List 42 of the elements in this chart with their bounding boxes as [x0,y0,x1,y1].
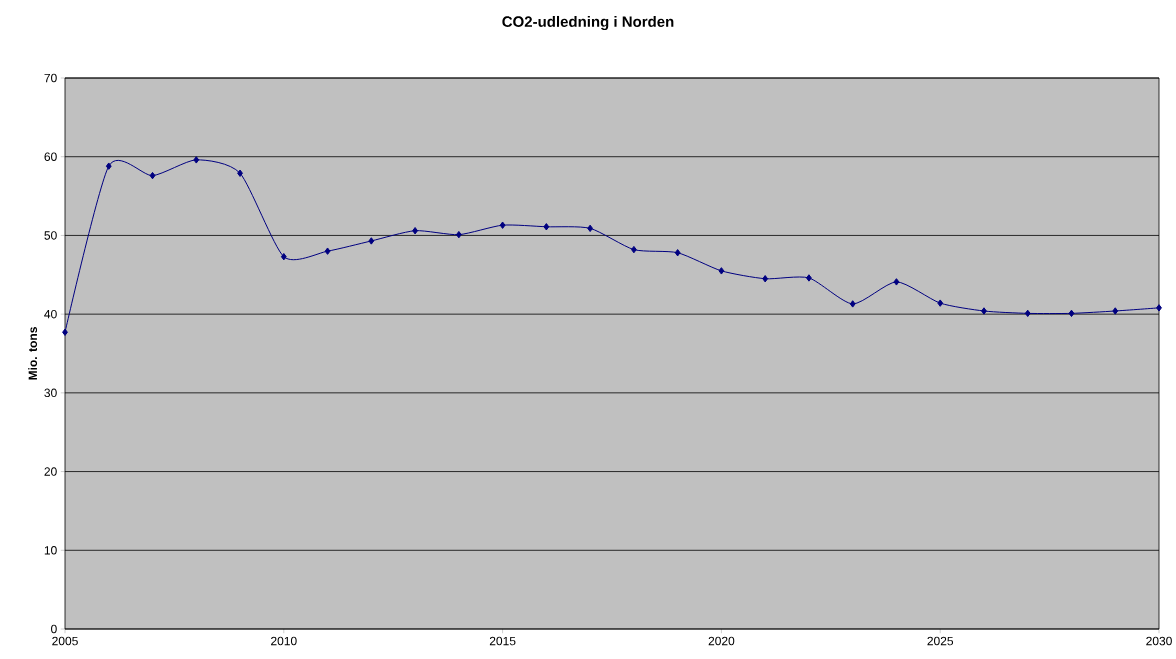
point [893,278,900,286]
point [280,252,287,261]
point [455,230,462,239]
point [1112,307,1119,315]
point [1156,304,1162,312]
x-tick-label: 2005 [52,636,78,646]
x-tick-label: 2025 [927,636,954,646]
point [105,162,112,170]
point [937,299,944,307]
y-tick-label: 20 [44,467,57,476]
point [412,227,418,235]
point [1024,309,1031,318]
point [1068,309,1075,318]
y-tick-label: 50 [44,231,57,240]
x-tick-label: 2015 [489,636,516,646]
point [193,156,200,164]
point [499,221,506,229]
x-tick-label: 2010 [271,636,297,646]
y-tick-label: 40 [44,309,57,319]
point [324,247,331,255]
point [630,245,637,254]
point [849,300,856,308]
y-tick-label: 60 [44,152,57,161]
point [149,171,156,180]
y-tick-label: 30 [44,388,57,398]
x-tick-label: 2030 [1146,636,1172,646]
y-axis-title: Mio. tons [28,327,38,380]
point [368,237,375,245]
point [543,223,550,231]
point [674,249,681,257]
x-tick-label: 2020 [708,636,735,646]
point [62,328,68,336]
chart-title: CO2-udledning i Norden [502,15,674,31]
point [981,307,987,315]
y-tick-label: 10 [44,546,57,555]
y-tick-label: 70 [44,73,57,83]
point [587,224,594,233]
point [806,274,812,282]
point [237,169,243,177]
y-tick-label: 0 [51,624,57,634]
point [718,267,725,275]
point [762,275,769,283]
